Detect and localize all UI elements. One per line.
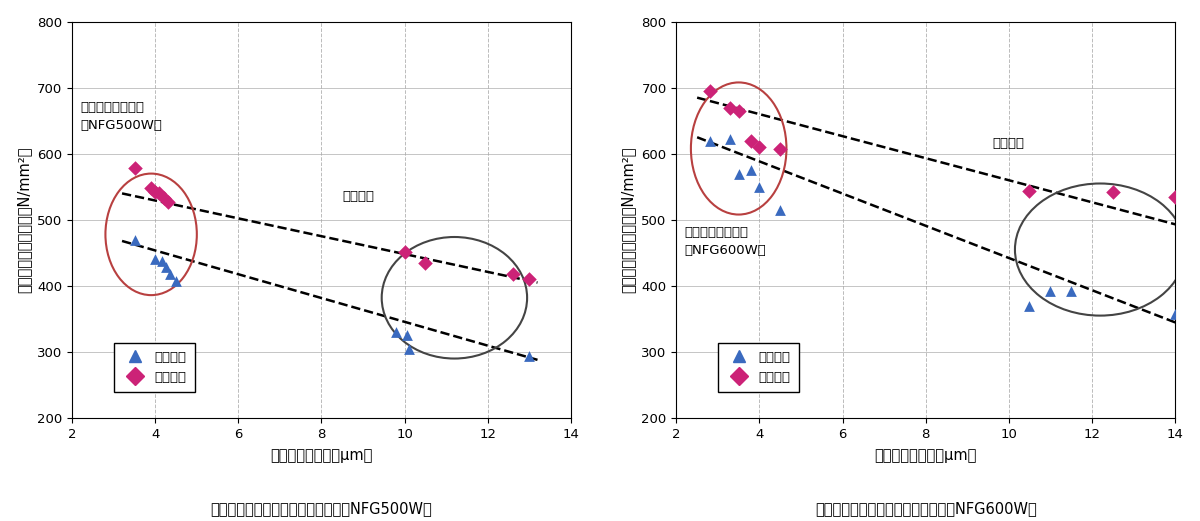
Point — [142, 184, 161, 192]
Point — [395, 247, 414, 256]
Point — [154, 194, 173, 202]
Point — [415, 258, 434, 267]
Point — [145, 188, 164, 196]
Point — [125, 235, 144, 244]
Point — [167, 277, 186, 285]
Point — [1062, 287, 1081, 295]
Point — [397, 331, 416, 340]
Point — [750, 183, 769, 192]
Point — [150, 189, 169, 197]
Text: 大圧下強冷却圧延
（NFG600W）: 大圧下強冷却圧延 （NFG600W） — [685, 227, 767, 257]
Text: 従来圧延: 従来圧延 — [992, 138, 1024, 151]
Point — [158, 198, 178, 206]
Point — [400, 344, 419, 353]
Y-axis label: 引張強度、降伏応力（N/mm²）: 引張強度、降伏応力（N/mm²） — [620, 146, 636, 293]
Point — [145, 255, 164, 264]
Text: フェライト粒径と機械特性の関係（NFG500W）: フェライト粒径と機械特性の関係（NFG500W） — [210, 501, 432, 516]
Point — [156, 263, 175, 271]
Point — [721, 103, 740, 111]
Point — [125, 164, 144, 172]
Y-axis label: 引張強度、降伏応力（N/mm²）: 引張強度、降伏応力（N/mm²） — [17, 146, 31, 293]
Point — [152, 257, 172, 265]
Point — [503, 270, 522, 278]
Point — [742, 137, 761, 145]
Point — [770, 206, 790, 214]
Point — [386, 328, 406, 336]
Point — [700, 137, 719, 145]
Point — [750, 143, 769, 151]
Legend: 降伏応力, 引張強度: 降伏応力, 引張強度 — [718, 343, 799, 392]
X-axis label: フェライト粒径（μm）: フェライト粒径（μm） — [270, 448, 373, 463]
Point — [730, 169, 749, 178]
Point — [1020, 187, 1039, 195]
Point — [742, 166, 761, 175]
Point — [1165, 310, 1184, 318]
Point — [770, 145, 790, 153]
Point — [1165, 193, 1184, 201]
X-axis label: フェライト粒径（μm）: フェライト粒径（μm） — [875, 448, 977, 463]
Text: 大圧下強冷却圧延
（NFG500W）: 大圧下強冷却圧延 （NFG500W） — [80, 101, 162, 132]
Point — [520, 352, 539, 360]
Point — [1020, 302, 1039, 310]
Text: フェライト粒径と機械特性の関係（NFG600W）: フェライト粒径と機械特性の関係（NFG600W） — [815, 501, 1037, 516]
Text: 従来圧延: 従来圧延 — [342, 190, 374, 203]
Point — [1103, 188, 1122, 196]
Point — [721, 135, 740, 143]
Point — [700, 87, 719, 95]
Legend: 降伏応力, 引張強度: 降伏応力, 引張強度 — [114, 343, 194, 392]
Point — [520, 275, 539, 283]
Point — [730, 107, 749, 115]
Point — [1040, 287, 1060, 295]
Point — [161, 270, 180, 278]
